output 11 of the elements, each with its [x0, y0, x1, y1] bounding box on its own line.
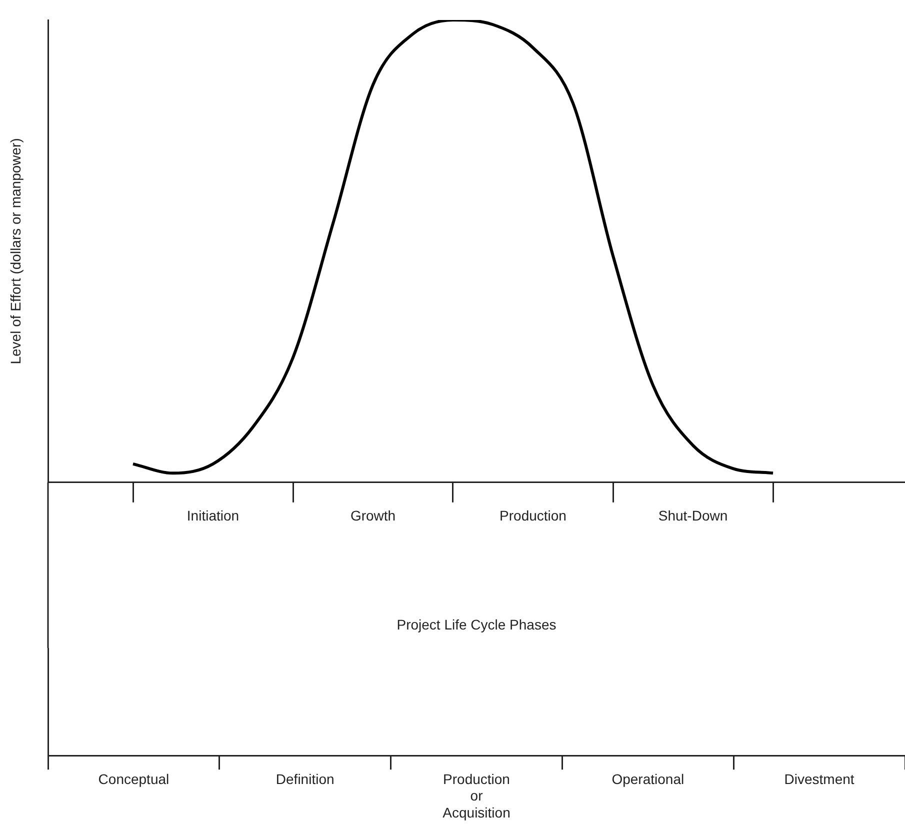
category-label: Operational: [612, 770, 684, 787]
x-axis-title: Project Life Cycle Phases: [396, 616, 556, 632]
category-label: Definition: [276, 770, 334, 787]
category-label: Production or Acquisition: [442, 770, 510, 820]
y-axis-title: Level of Effort (dollars or manpower): [7, 138, 24, 364]
x-tick-label: Production: [500, 508, 566, 524]
category-label: Conceptual: [98, 770, 170, 787]
x-tick-label: Growth: [350, 508, 396, 524]
category-label: Divestment: [784, 770, 854, 787]
x-tick-label: Initiation: [186, 508, 240, 524]
x-tick-label: Shut-Down: [658, 508, 728, 524]
